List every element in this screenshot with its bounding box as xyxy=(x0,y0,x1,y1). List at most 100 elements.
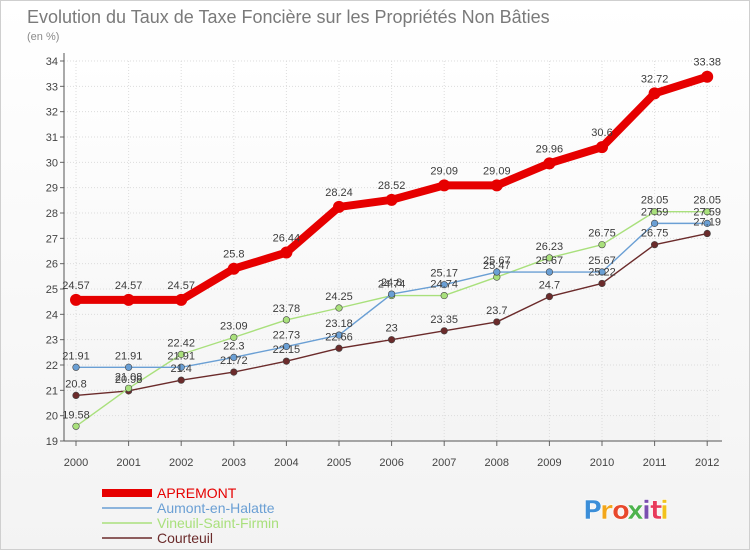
y-tick-label: 24 xyxy=(46,309,58,321)
x-tick-label: 2001 xyxy=(116,457,140,469)
data-point xyxy=(230,353,238,362)
data-point xyxy=(177,363,185,371)
data-label: 22.42 xyxy=(167,337,195,349)
data-label: 25.8 xyxy=(223,249,244,261)
data-label: 28.05 xyxy=(693,195,721,207)
data-point xyxy=(388,290,396,298)
logo-letter: i xyxy=(642,496,651,526)
data-point xyxy=(703,229,711,238)
data-label: 24.57 xyxy=(167,280,195,292)
data-labels: 24.57 24.57 24.57 25.8 26.44 28.24 28.52 29.09 2… xyxy=(62,57,721,422)
logo-letter: i xyxy=(660,496,669,526)
logo-letter: r xyxy=(600,496,613,526)
y-tick-label: 26 xyxy=(46,259,58,271)
legend-label: Aumont-en-Halatte xyxy=(157,500,275,516)
y-tick-label: 28 xyxy=(46,208,58,220)
x-tick-label: 2012 xyxy=(695,457,719,469)
logo-letter: o xyxy=(612,496,630,526)
data-label: 26.75 xyxy=(641,228,669,240)
data-label: 24.74 xyxy=(430,279,458,291)
data-label: 29.96 xyxy=(536,143,564,155)
data-point xyxy=(282,357,291,365)
logo-letter: P xyxy=(583,496,602,526)
x-tick-label: 2005 xyxy=(327,457,351,469)
data-point xyxy=(177,350,185,358)
data-label: 28.05 xyxy=(641,195,669,207)
data-label: 24.25 xyxy=(325,291,353,303)
data-label: 23.78 xyxy=(273,303,301,315)
y-tick-label: 19 xyxy=(46,436,58,448)
data-label: 30.6 xyxy=(591,127,612,139)
data-point xyxy=(282,316,291,324)
data-point xyxy=(545,293,554,301)
y-tick-label: 32 xyxy=(46,107,58,119)
data-point xyxy=(124,363,133,371)
data-point xyxy=(545,268,554,276)
y-tick-label: 29 xyxy=(46,183,58,195)
x-tick-label: 2002 xyxy=(169,457,193,469)
data-point xyxy=(335,344,343,352)
data-point xyxy=(490,179,503,192)
data-point xyxy=(493,268,501,276)
data-point xyxy=(701,70,714,83)
data-label: 23.18 xyxy=(325,318,353,330)
data-label: 19.58 xyxy=(62,409,90,421)
data-point xyxy=(648,87,661,100)
y-tick-label: 25 xyxy=(46,284,58,296)
data-point xyxy=(122,293,135,306)
data-point xyxy=(333,200,345,213)
data-label: 25.67 xyxy=(588,255,616,267)
data-point xyxy=(280,246,293,259)
y-tick-label: 30 xyxy=(46,157,58,169)
data-label: 28.24 xyxy=(325,187,353,199)
data-label: 22.66 xyxy=(325,331,353,343)
data-label: 25.67 xyxy=(536,255,564,267)
data-label: 23.35 xyxy=(430,314,458,326)
data-point xyxy=(650,241,659,249)
x-tick-label: 2010 xyxy=(590,457,614,469)
x-tick-label: 2007 xyxy=(432,457,456,469)
data-point xyxy=(703,219,711,227)
data-point xyxy=(440,291,448,300)
data-point xyxy=(335,331,343,339)
data-label: 23.09 xyxy=(220,320,248,332)
data-label: 22.73 xyxy=(273,330,301,342)
y-tick-label: 27 xyxy=(46,233,58,245)
data-point xyxy=(440,281,448,289)
data-point xyxy=(388,336,396,344)
data-label: 28.52 xyxy=(378,180,406,192)
data-point xyxy=(545,254,554,262)
chart-title: Evolution du Taux de Taxe Foncière sur l… xyxy=(27,7,550,27)
data-point xyxy=(70,293,82,306)
y-tick-label: 21 xyxy=(46,385,58,397)
data-label: 26.44 xyxy=(273,233,301,245)
axes: 19 20 21 22 23 24 25 26 27 28 29 30 31 32 33 34 2000 2001… xyxy=(46,53,722,469)
data-point xyxy=(124,384,133,392)
series-layer xyxy=(70,70,714,430)
data-label: 22.3 xyxy=(223,340,244,352)
data-point xyxy=(703,208,711,216)
data-label: 24.57 xyxy=(115,280,143,292)
data-point xyxy=(598,279,606,288)
data-label: 32.72 xyxy=(641,73,669,85)
y-tick-label: 23 xyxy=(46,335,58,347)
data-label: 25.17 xyxy=(430,268,458,280)
x-tick-label: 2009 xyxy=(537,457,561,469)
data-label: 27.19 xyxy=(693,217,721,229)
legend-label: Courteuil xyxy=(157,530,213,546)
data-label: 25.47 xyxy=(483,260,511,272)
x-tick-label: 2004 xyxy=(274,457,298,469)
legend-label: APREMONT xyxy=(157,485,237,501)
data-point xyxy=(72,391,80,400)
y-tick-label: 22 xyxy=(46,360,58,372)
data-label: 21.4 xyxy=(170,363,191,375)
data-label: 21.91 xyxy=(62,350,90,362)
y-tick-label: 31 xyxy=(46,132,58,144)
x-tick-label: 2011 xyxy=(643,457,667,469)
y-tick-label: 33 xyxy=(46,81,58,93)
data-point xyxy=(598,268,606,276)
x-tick-label: 2003 xyxy=(222,457,246,469)
data-point xyxy=(438,179,451,192)
